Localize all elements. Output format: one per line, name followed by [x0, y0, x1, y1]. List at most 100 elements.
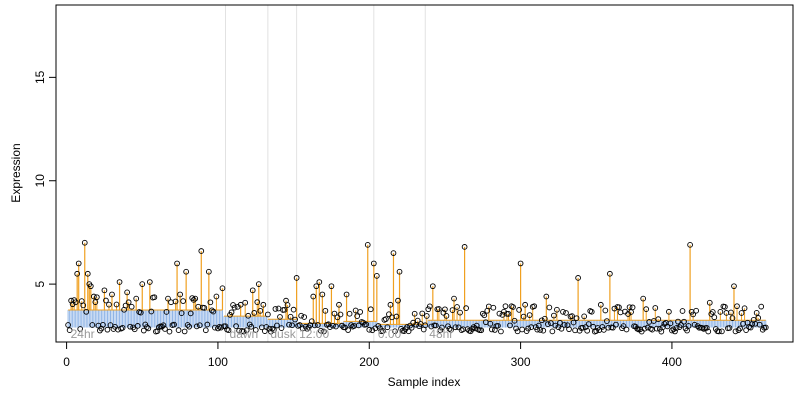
data-point — [672, 328, 678, 335]
data-point — [313, 283, 320, 290]
data-point — [233, 323, 239, 329]
data-point — [496, 310, 503, 317]
x-tick-label: 300 — [511, 355, 531, 369]
data-point — [561, 322, 568, 328]
data-point — [405, 328, 412, 335]
data-point — [452, 324, 459, 331]
data-point — [616, 304, 622, 311]
data-point — [478, 327, 485, 334]
data-point — [753, 309, 760, 316]
data-point — [548, 320, 554, 326]
data-point — [316, 279, 323, 285]
data-point — [623, 326, 630, 333]
data-point — [172, 298, 179, 305]
data-point — [510, 304, 516, 310]
data-point — [731, 283, 737, 290]
data-point — [487, 320, 494, 327]
data-point — [734, 303, 740, 310]
data-point — [183, 268, 189, 275]
data-point — [711, 314, 718, 321]
data-point — [87, 283, 94, 290]
data-point — [457, 309, 463, 316]
data-point — [722, 303, 728, 310]
y-axis-title: Expression — [9, 143, 23, 202]
data-point — [116, 279, 123, 285]
data-point — [94, 294, 100, 301]
data-point — [271, 327, 277, 333]
data-point — [366, 326, 373, 333]
data-point — [284, 302, 291, 308]
data-point — [327, 324, 333, 330]
data-point — [649, 326, 656, 333]
data-point — [470, 324, 477, 330]
data-point — [180, 298, 186, 304]
data-point — [287, 313, 294, 320]
data-point — [513, 325, 519, 332]
data-point — [664, 323, 671, 330]
data-point — [762, 324, 769, 331]
data-point — [641, 325, 648, 332]
data-point — [75, 260, 82, 267]
data-point — [557, 319, 563, 326]
data-point — [585, 321, 592, 327]
data-point — [593, 328, 600, 334]
data-point — [201, 305, 208, 311]
data-point — [679, 308, 686, 314]
data-point — [289, 322, 295, 329]
data-point — [600, 327, 607, 333]
data-point — [281, 306, 288, 313]
data-point — [252, 327, 259, 333]
data-point — [563, 310, 569, 316]
data-point — [560, 309, 566, 315]
data-point — [411, 310, 418, 317]
data-point — [355, 322, 362, 329]
data-point — [205, 268, 212, 275]
data-point — [741, 305, 748, 312]
data-point — [543, 293, 550, 300]
data-point — [525, 325, 532, 332]
data-point — [558, 325, 565, 332]
data-point — [384, 324, 391, 331]
data-point — [193, 323, 200, 330]
data-point — [66, 327, 73, 333]
data-point — [249, 287, 256, 294]
data-point — [629, 304, 636, 311]
data-point — [177, 291, 183, 298]
data-point — [255, 281, 262, 287]
data-point — [131, 326, 138, 333]
data-point — [758, 303, 765, 310]
data-point — [198, 248, 205, 254]
data-point — [419, 310, 426, 317]
data-point — [584, 327, 591, 334]
data-point — [357, 309, 364, 315]
data-point — [690, 311, 696, 318]
data-point — [546, 304, 553, 311]
data-point — [175, 327, 182, 334]
data-point — [443, 313, 450, 319]
data-point — [617, 309, 624, 316]
data-point — [455, 324, 462, 331]
data-point — [202, 327, 209, 334]
data-point — [109, 291, 115, 298]
data-point — [392, 328, 398, 335]
data-point — [192, 295, 199, 302]
data-point — [265, 311, 271, 318]
data-point — [756, 321, 763, 328]
data-point — [272, 306, 279, 312]
x-tick-label: 100 — [208, 355, 228, 369]
data-point — [343, 291, 350, 298]
data-point — [607, 270, 613, 277]
data-point — [597, 301, 604, 308]
data-point — [717, 308, 724, 315]
data-point — [83, 308, 90, 315]
data-point — [248, 323, 255, 330]
data-point — [393, 313, 400, 320]
data-point — [396, 268, 403, 275]
data-point — [448, 327, 454, 333]
data-point — [143, 324, 150, 330]
data-point — [729, 315, 736, 321]
data-point — [134, 323, 141, 329]
data-point — [373, 272, 380, 279]
data-point — [613, 321, 619, 328]
data-point — [106, 301, 112, 308]
